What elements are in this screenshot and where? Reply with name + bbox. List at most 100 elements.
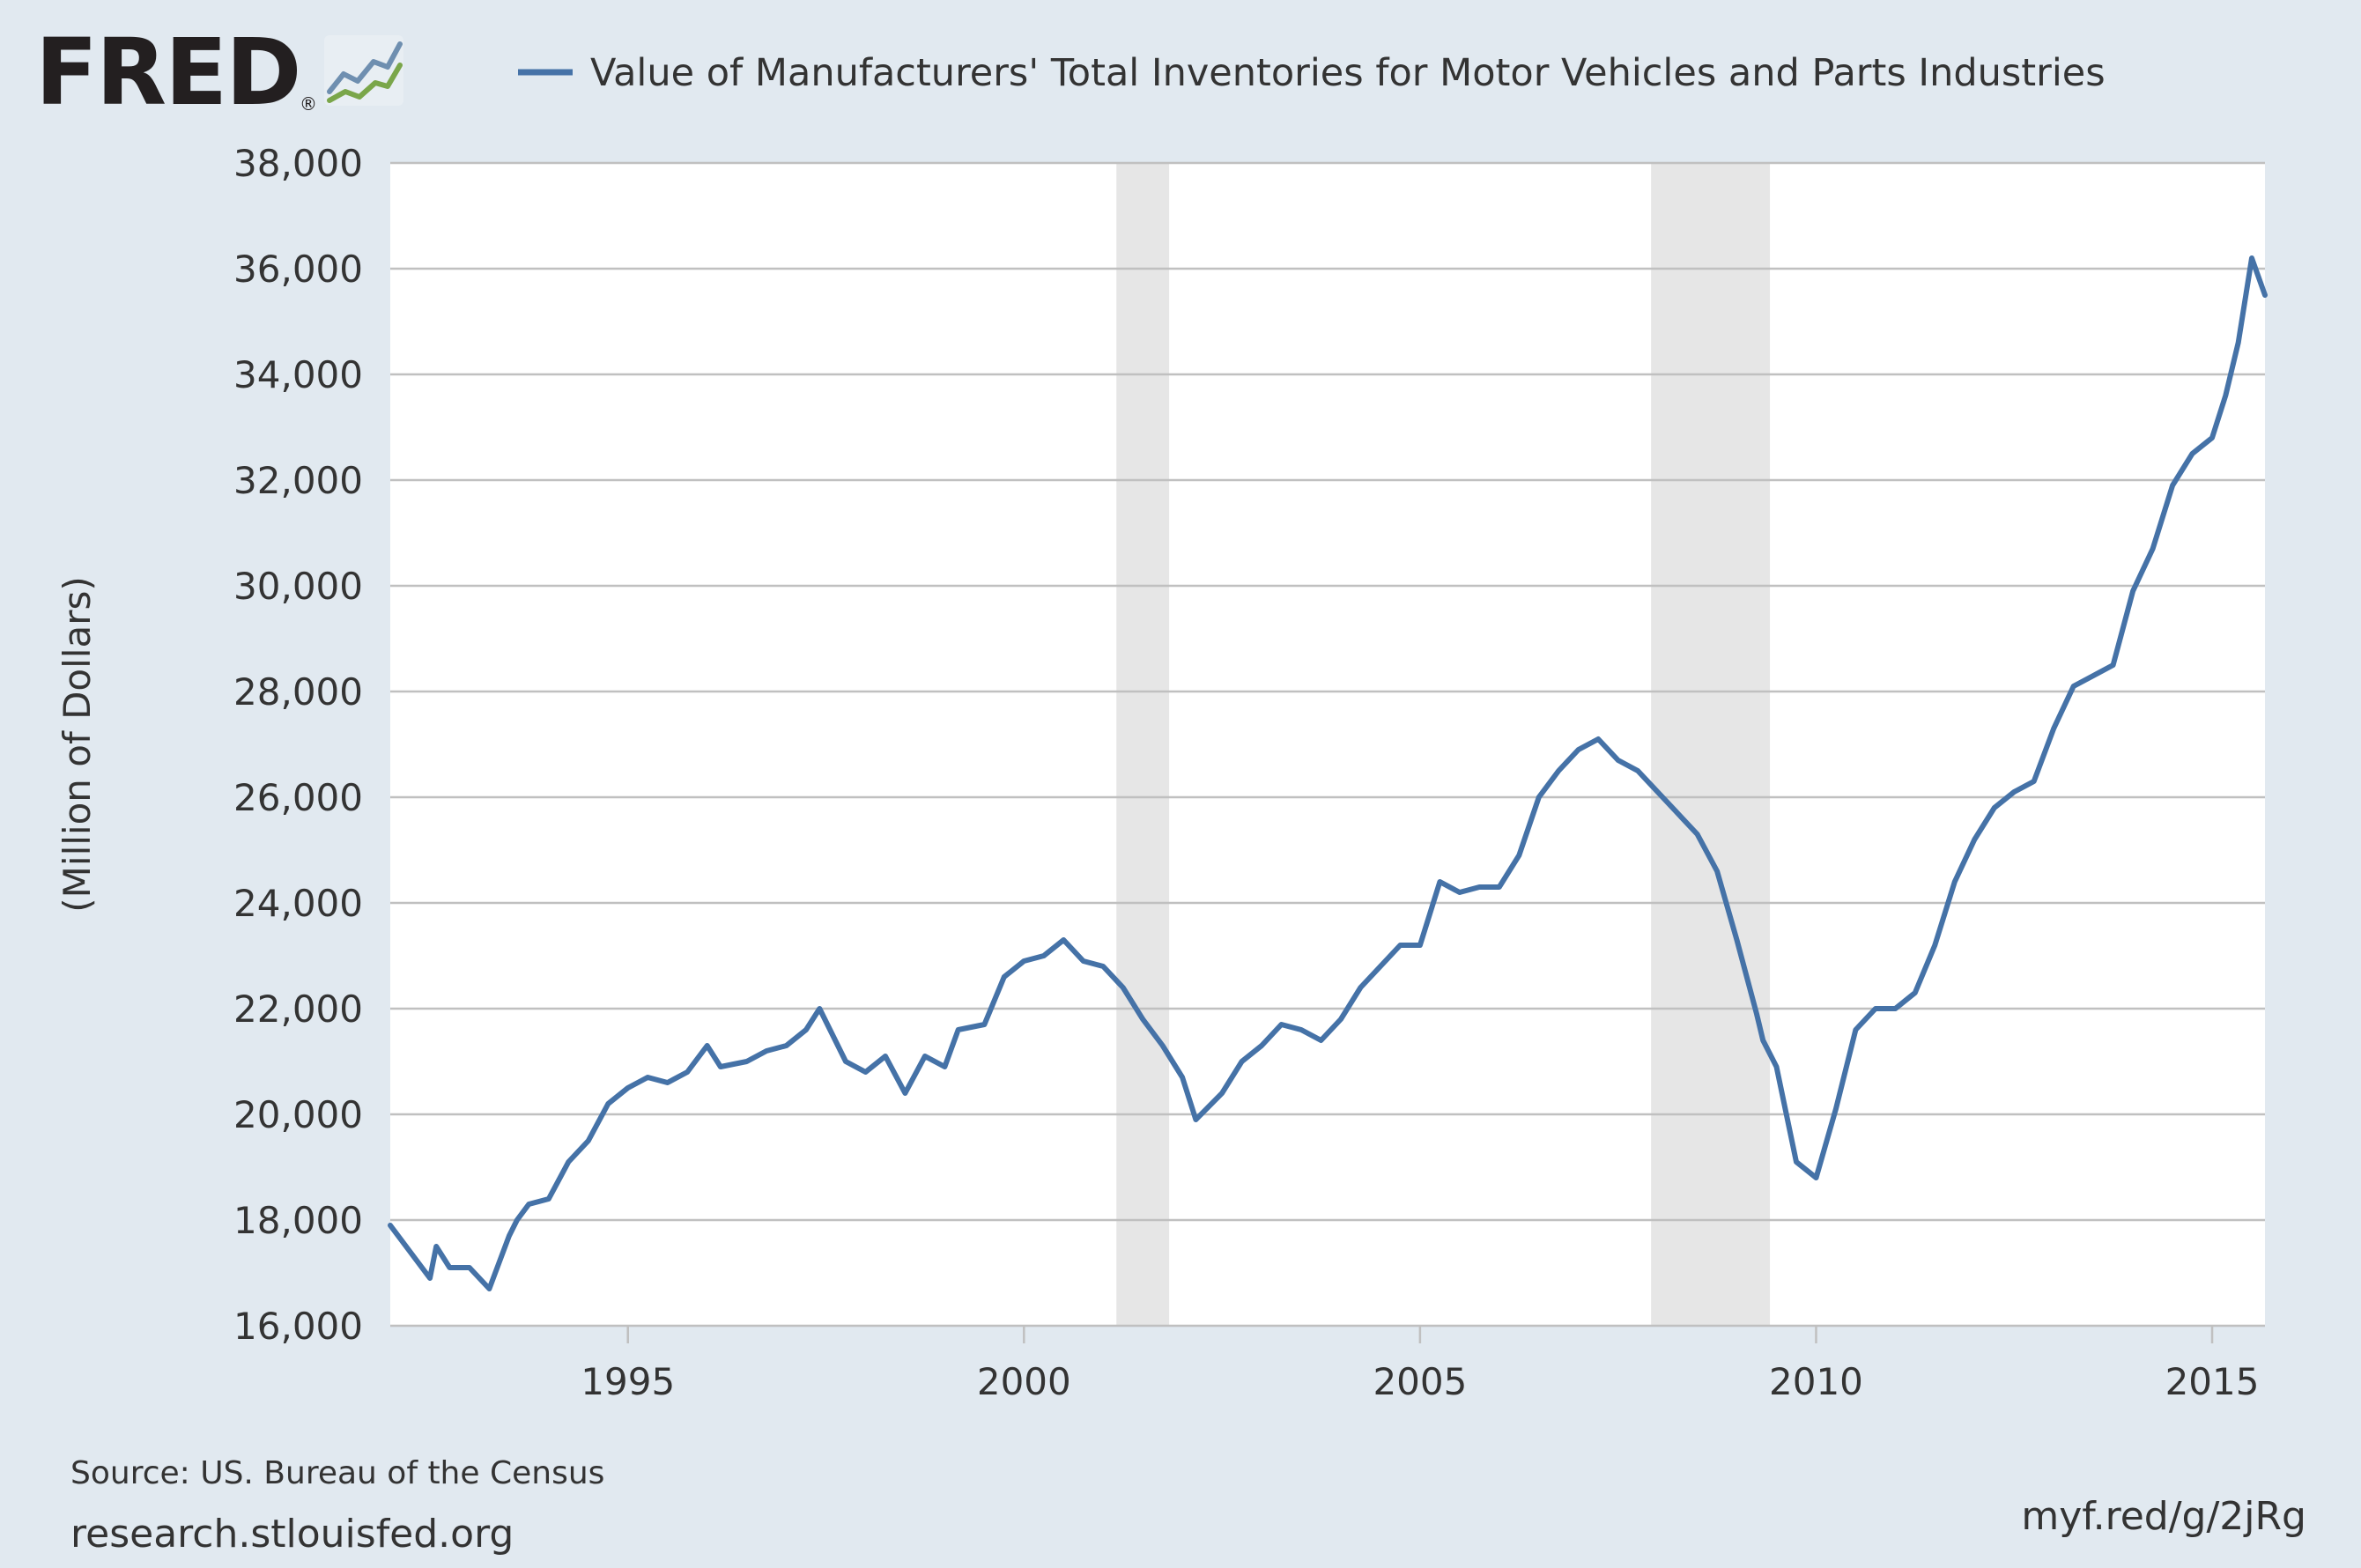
data-point-26: [862, 1069, 868, 1075]
data-point-53: [1397, 943, 1403, 948]
data-point-47: [1279, 1022, 1284, 1027]
y-tick-label-16000: 16,000: [233, 1305, 363, 1348]
data-point-44: [1219, 1091, 1225, 1096]
y-tick-label-28000: 28,000: [233, 670, 363, 714]
data-point-97: [2236, 340, 2241, 345]
data-point-23: [803, 1027, 809, 1032]
y-tick-label-22000: 22,000: [233, 987, 363, 1031]
data-point-91: [2130, 588, 2135, 594]
recession-band-2: [1651, 163, 1771, 1326]
data-point-49: [1318, 1038, 1323, 1043]
data-point-70: [1735, 937, 1740, 943]
data-point-48: [1299, 1027, 1304, 1032]
data-point-93: [2170, 483, 2175, 488]
data-point-66: [1655, 789, 1661, 795]
data-point-77: [1853, 1027, 1858, 1032]
data-point-65: [1635, 768, 1640, 773]
data-point-29: [922, 1054, 928, 1059]
data-point-57: [1477, 884, 1482, 890]
data-point-54: [1417, 943, 1423, 948]
data-point-51: [1358, 985, 1363, 990]
data-point-32: [981, 1022, 987, 1027]
data-point-61: [1556, 768, 1561, 773]
y-tick-label-26000: 26,000: [233, 776, 363, 819]
data-point-2: [427, 1276, 433, 1281]
data-point-8: [514, 1217, 520, 1223]
short-url-link[interactable]: myf.red/g/2jRg: [2021, 1494, 2306, 1539]
data-point-76: [1833, 1106, 1839, 1112]
data-point-33: [1002, 974, 1007, 980]
data-point-92: [2150, 546, 2156, 551]
data-point-82: [1952, 879, 1958, 884]
data-point-84: [1992, 805, 1997, 810]
data-point-17: [685, 1069, 690, 1075]
data-point-87: [2051, 726, 2056, 731]
data-point-14: [625, 1085, 631, 1091]
plot-area: [390, 163, 2265, 1326]
data-point-18: [705, 1043, 710, 1048]
data-point-40: [1140, 1017, 1145, 1022]
legend: Value of Manufacturers' Total Inventorie…: [518, 51, 2106, 95]
data-point-16: [665, 1080, 670, 1085]
data-point-83: [1972, 837, 1977, 842]
data-point-56: [1457, 890, 1462, 895]
x-tick-label-2015: 2015: [2165, 1360, 2260, 1403]
data-point-37: [1081, 958, 1086, 964]
grid-lines: [390, 161, 2265, 1222]
data-point-95: [2209, 435, 2215, 440]
data-point-78: [1873, 1006, 1878, 1011]
data-point-28: [902, 1091, 907, 1096]
data-point-6: [486, 1286, 492, 1291]
data-point-62: [1576, 747, 1581, 752]
data-point-58: [1497, 884, 1502, 890]
series-line-1: [388, 255, 2268, 1291]
data-point-5: [467, 1265, 472, 1270]
data-point-86: [2032, 779, 2037, 784]
data-point-72: [1760, 1038, 1765, 1043]
source-text: Source: US. Bureau of the Census: [70, 1455, 604, 1491]
y-tick-label-38000: 38,000: [233, 142, 363, 185]
x-tick-label-1995: 1995: [581, 1360, 675, 1403]
data-point-13: [605, 1101, 611, 1106]
series-layer: [388, 255, 2268, 1291]
data-point-52: [1378, 964, 1383, 969]
data-point-15: [645, 1075, 650, 1080]
data-point-94: [2190, 451, 2195, 456]
data-point-68: [1695, 832, 1700, 837]
data-point-63: [1595, 736, 1601, 742]
data-point-11: [566, 1159, 571, 1165]
data-point-81: [1932, 943, 1937, 948]
data-point-34: [1021, 958, 1026, 964]
y-axis-ticks: 16,000 18,000 20,000 22,000 24,000 26,000 28,0…: [233, 142, 363, 1348]
data-point-25: [843, 1059, 848, 1064]
data-point-41: [1160, 1043, 1166, 1048]
y-tick-label-30000: 30,000: [233, 565, 363, 608]
recession-band-1: [1116, 163, 1170, 1326]
data-point-46: [1259, 1043, 1264, 1048]
y-tick-label-34000: 34,000: [233, 353, 363, 396]
data-point-60: [1536, 795, 1542, 800]
data-point-99: [2262, 292, 2268, 298]
data-point-12: [586, 1138, 591, 1143]
data-point-30: [942, 1064, 947, 1069]
fred-logo[interactable]: FRED ®: [35, 18, 403, 126]
y-tick-label-18000: 18,000: [233, 1199, 363, 1242]
data-point-88: [2071, 684, 2076, 689]
site-link[interactable]: research.stlouisfed.org: [70, 1512, 514, 1557]
x-axis-ticks: 1995 2000 2005 2010 2015: [390, 1324, 2265, 1403]
data-point-4: [447, 1265, 452, 1270]
data-point-36: [1061, 937, 1066, 943]
data-point-3: [433, 1244, 439, 1249]
data-point-0: [388, 1223, 393, 1228]
data-point-38: [1100, 964, 1106, 969]
trend-lines-icon: [324, 35, 403, 106]
data-point-42: [1180, 1075, 1185, 1080]
data-point-64: [1616, 758, 1621, 763]
x-tick-label-2005: 2005: [1373, 1360, 1467, 1403]
registered-mark: ®: [300, 93, 317, 115]
data-point-67: [1675, 810, 1680, 816]
y-tick-label-32000: 32,000: [233, 459, 363, 502]
data-point-22: [784, 1043, 789, 1048]
